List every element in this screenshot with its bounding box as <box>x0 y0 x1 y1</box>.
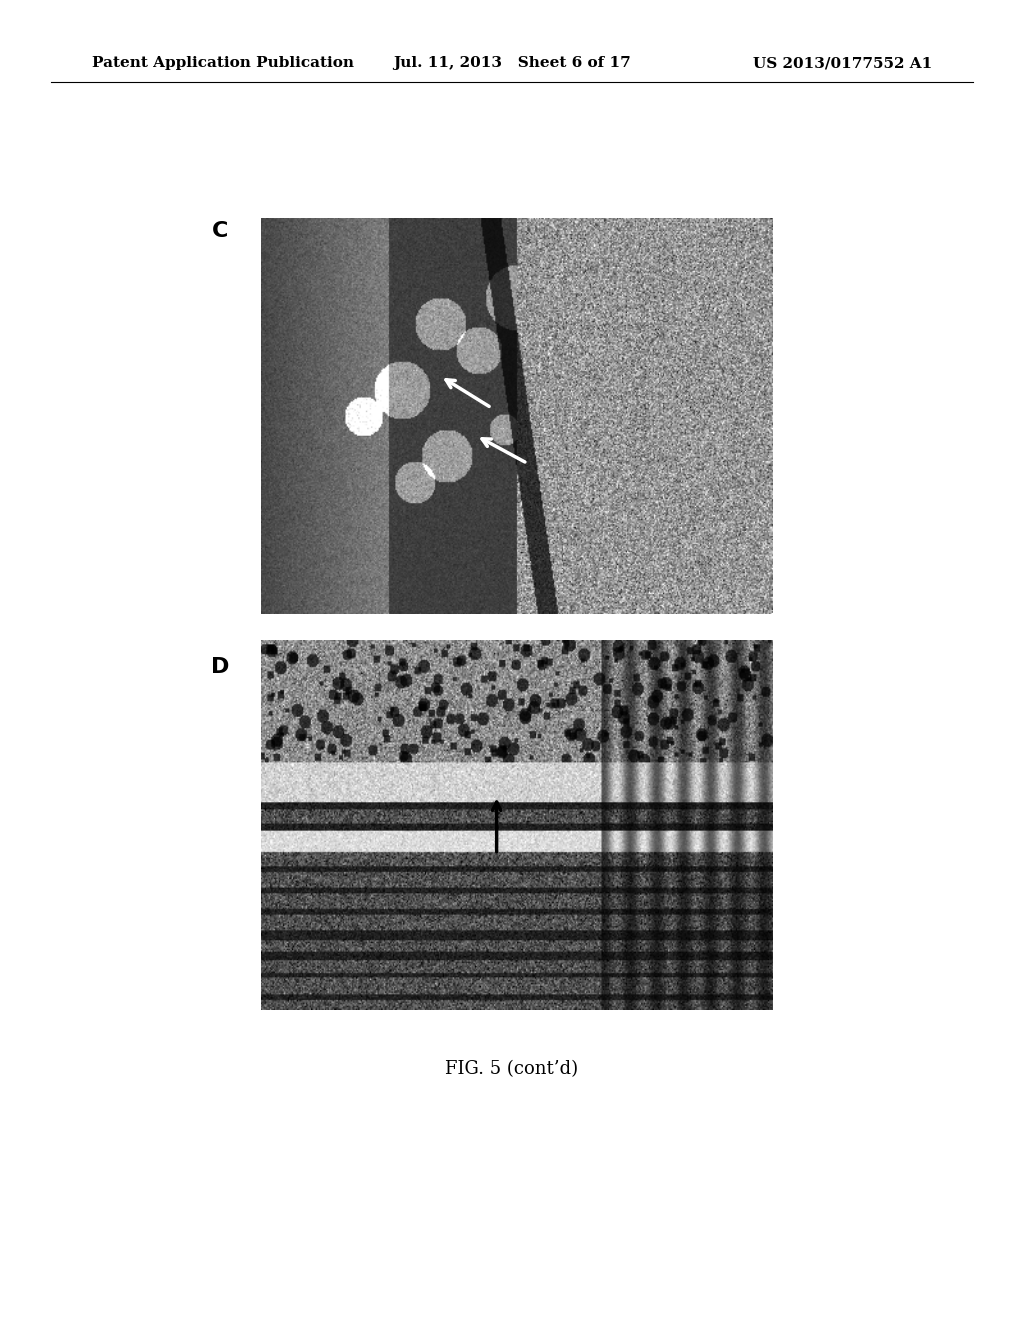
Text: Patent Application Publication: Patent Application Publication <box>92 57 354 70</box>
Text: Jul. 11, 2013   Sheet 6 of 17: Jul. 11, 2013 Sheet 6 of 17 <box>393 57 631 70</box>
Text: FIG. 5 (cont’d): FIG. 5 (cont’d) <box>445 1060 579 1078</box>
Text: D: D <box>211 656 229 677</box>
Text: US 2013/0177552 A1: US 2013/0177552 A1 <box>753 57 932 70</box>
Text: C: C <box>212 220 228 242</box>
